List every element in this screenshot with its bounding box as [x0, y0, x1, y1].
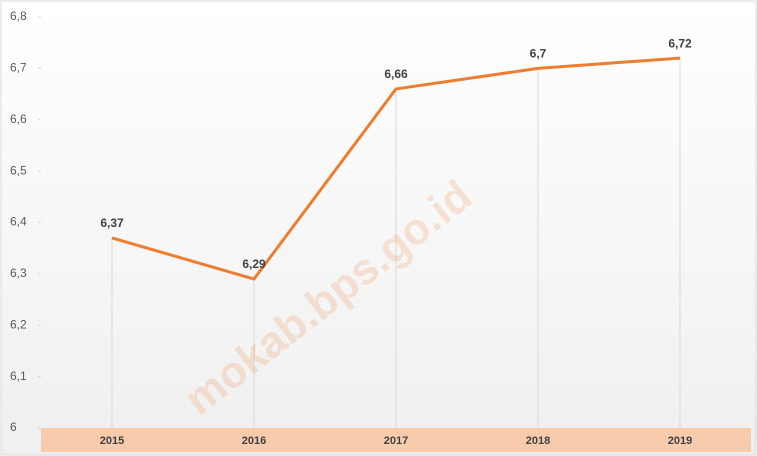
data-label: 6,72	[668, 36, 692, 50]
data-label: 6,37	[100, 216, 124, 230]
x-tick-label: 2019	[668, 435, 692, 447]
data-label: 6,7	[530, 47, 547, 61]
y-tick-label: 6,7	[10, 61, 27, 75]
y-tick-label: 6	[10, 420, 17, 434]
y-tick-label: 6,1	[10, 369, 27, 383]
y-tick-label: 6,4	[10, 215, 27, 229]
x-tick-label: 2016	[242, 435, 266, 447]
data-label: 6,29	[242, 257, 266, 271]
x-axis-band	[41, 428, 751, 452]
x-tick-label: 2018	[526, 435, 550, 447]
x-tick-label: 2017	[384, 435, 408, 447]
data-label: 6,66	[384, 67, 408, 81]
y-tick-label: 6,3	[10, 266, 27, 280]
y-tick-label: 6,6	[10, 112, 27, 126]
line	[111, 56, 681, 281]
y-tick-label: 6,8	[10, 9, 27, 23]
y-tick-label: 6,5	[10, 163, 27, 177]
x-tick-label: 2015	[100, 435, 124, 447]
y-tick-label: 6,2	[10, 317, 27, 331]
